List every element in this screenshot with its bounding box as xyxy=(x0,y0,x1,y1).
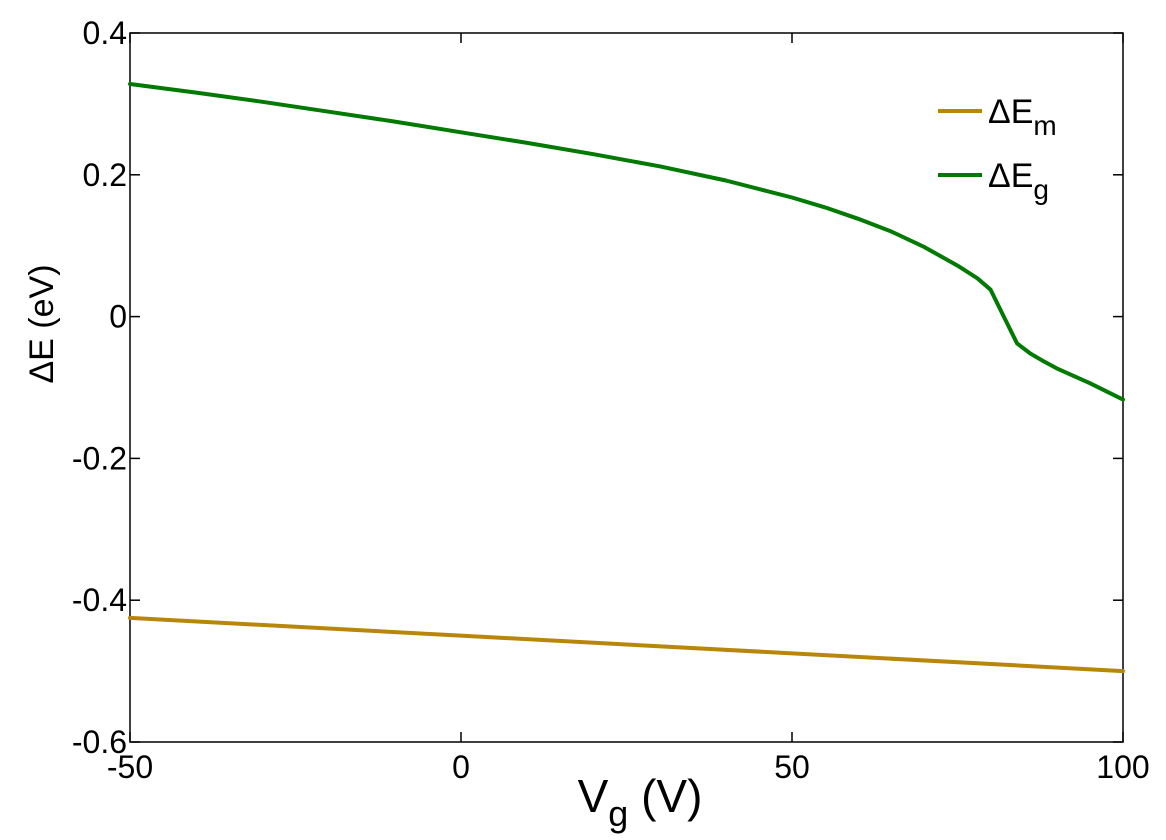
y-tick-label: 0.2 xyxy=(83,157,127,193)
legend-label-deg-sub: g xyxy=(1033,174,1049,205)
legend-label-dem: ΔEm xyxy=(988,93,1057,141)
series-layer xyxy=(128,82,1125,674)
x-axis-label-main: V xyxy=(578,770,609,822)
x-axis-label-unit: (V) xyxy=(628,770,702,822)
legend: ΔEm ΔEg xyxy=(938,93,1057,205)
x-tick-label: 50 xyxy=(774,749,810,785)
legend-label-dem-main: ΔE xyxy=(988,93,1033,131)
x-tick-label: 100 xyxy=(1096,749,1149,785)
y-tick-label: 0.4 xyxy=(83,15,127,51)
x-tick-label: 0 xyxy=(452,749,470,785)
series-line-dem xyxy=(128,615,1125,674)
y-tick-label: -0.4 xyxy=(72,582,127,618)
legend-label-deg: ΔEg xyxy=(988,157,1049,205)
axis-ticks: -50 0 50 100 -0.6 -0.4 -0.2 0 0.2 0.4 xyxy=(72,15,1150,785)
y-tick-label: -0.6 xyxy=(72,724,127,760)
legend-label-deg-main: ΔE xyxy=(988,157,1033,195)
legend-label-dem-sub: m xyxy=(1033,110,1056,141)
y-tick-label: 0 xyxy=(109,299,127,335)
plot-area xyxy=(129,32,1124,743)
x-axis-label-sub: g xyxy=(608,793,628,834)
x-axis-label: Vg (V) xyxy=(578,770,703,834)
y-axis-label: ΔE (eV) xyxy=(23,264,61,383)
y-tick-label: -0.2 xyxy=(72,440,127,476)
series-line-deg xyxy=(128,82,1125,402)
x-tick-label: -50 xyxy=(107,749,153,785)
